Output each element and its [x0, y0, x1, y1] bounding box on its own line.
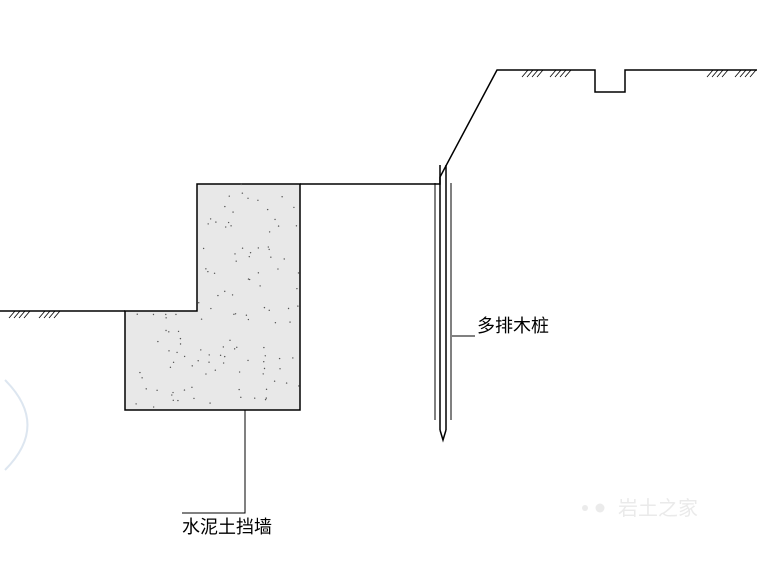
leader-wall: [182, 410, 245, 513]
cement-soil-wall: [125, 184, 300, 410]
ground-left: [0, 311, 125, 318]
timber-piles: [435, 165, 451, 440]
decor-arc: [5, 380, 28, 470]
label-timber-piles: 多排木桩: [477, 316, 549, 336]
svg-text:岩土之家: 岩土之家: [618, 497, 698, 520]
ground-right: [300, 70, 757, 184]
watermark: 岩土之家: [582, 497, 698, 520]
label-cement-soil-wall: 水泥土挡墙: [182, 517, 272, 537]
